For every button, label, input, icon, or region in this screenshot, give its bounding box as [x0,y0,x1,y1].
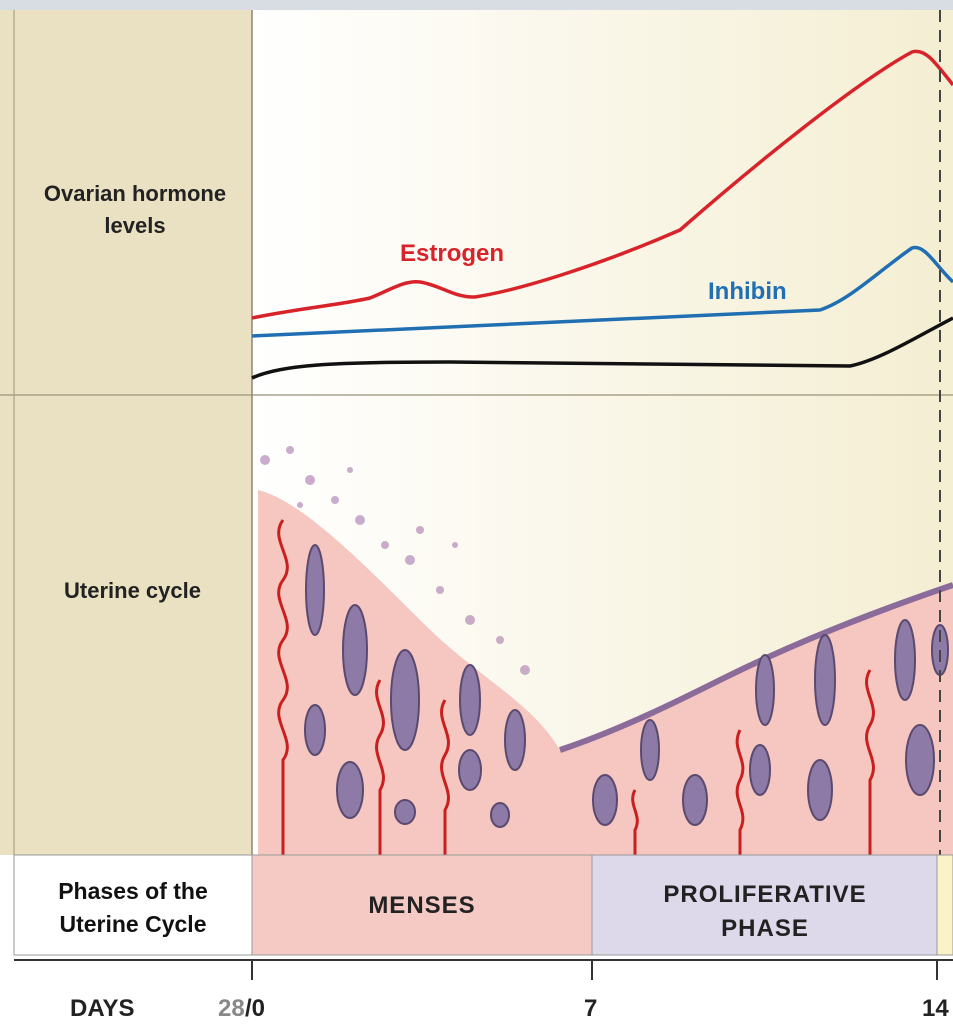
axis-label: DAYS [70,995,134,1023]
curve-label: Estrogen [400,240,504,268]
left-column [0,10,252,855]
phase: PROLIFERATIVE PHASE [620,878,910,946]
secretory-cell [937,855,953,955]
diagram [0,0,953,1024]
row-label: Uterine cycle [50,575,215,607]
day-label: 14 [922,995,949,1023]
curve-label: Inhibin [708,278,787,306]
row-label: Ovarian hormone levels [40,178,230,242]
day-label: /0 [245,995,265,1023]
top-strip [0,0,953,10]
day-label: 28 [218,995,245,1023]
phase: MENSES [252,892,592,920]
page: Ovarian hormone levels Estrogen Inhibin … [0,0,953,1024]
row-label: Phases of the Uterine Cycle [18,875,248,941]
day-label: 7 [584,995,597,1023]
